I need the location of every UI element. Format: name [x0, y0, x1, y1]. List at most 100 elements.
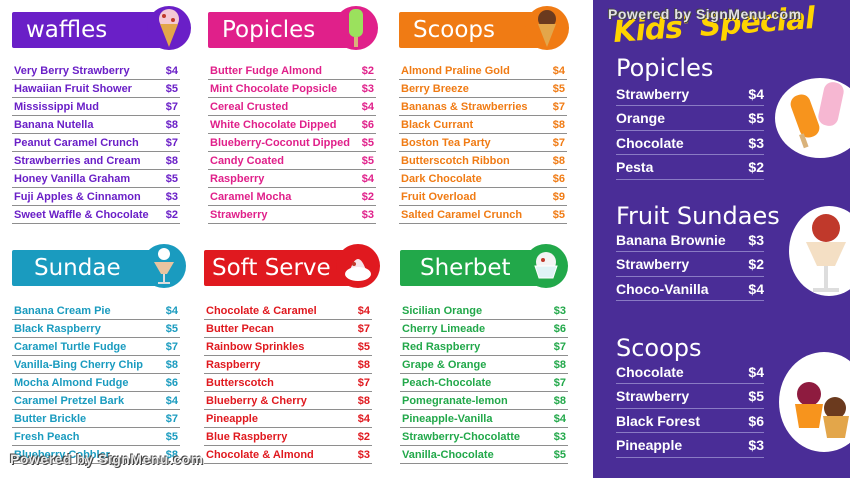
- menu-item-row: Salted Caramel Crunch $5: [399, 206, 567, 224]
- menu-item-row: White Chocolate Dipped $6: [208, 116, 376, 134]
- menu-item-name: Bananas & Strawberries: [401, 100, 528, 113]
- menu-item-price: $5: [165, 82, 178, 95]
- menu-item-name: Red Raspberry: [402, 340, 481, 353]
- kids-item-price: $3: [748, 134, 764, 151]
- menu-item-price: $4: [165, 394, 178, 407]
- kids-item-name: Strawberry: [616, 256, 690, 272]
- menu-item-name: White Chocolate Dipped: [210, 118, 337, 131]
- kids-item-price: $3: [748, 231, 764, 248]
- menu-item-name: Raspberry: [210, 172, 265, 185]
- powered-by-watermark: Powered by SignMenu.com: [608, 6, 802, 22]
- menu-item-row: Mint Chocolate Popsicle $3: [208, 80, 376, 98]
- menu-item-row: Strawberries and Cream $8: [12, 152, 180, 170]
- menu-item-price: $7: [165, 100, 178, 113]
- section-header: Scoops: [399, 12, 547, 48]
- menu-item-row: Very Berry Strawberry $4: [12, 62, 180, 80]
- item-list: Almond Praline Gold $4 Berry Breeze $5 Banan…: [399, 62, 567, 224]
- menu-item-name: Strawberry-Chocolatte: [402, 430, 520, 443]
- menu-item-price: $4: [165, 64, 178, 77]
- menu-item-row: Candy Coated $5: [208, 152, 376, 170]
- menu-item-price: $4: [552, 64, 565, 77]
- menu-item-row: Berry Breeze $5: [399, 80, 567, 98]
- kids-item-price: $5: [748, 388, 764, 404]
- item-list: Butter Fudge Almond $2 Mint Chocolate Pops…: [208, 62, 376, 224]
- menu-item-row: Caramel Pretzel Bark $4: [12, 392, 180, 410]
- menu-item-price: $5: [553, 448, 566, 461]
- menu-item-name: Banana Cream Pie: [14, 304, 111, 317]
- kids-item-name: Choco-Vanilla: [616, 280, 709, 297]
- menu-item-name: Almond Praline Gold: [401, 64, 510, 77]
- menu-item-name: Mint Chocolate Popsicle: [210, 82, 338, 95]
- menu-item-price: $7: [552, 100, 565, 113]
- kids-item-price: $4: [748, 280, 764, 297]
- kids-item-row: Strawberry $2: [616, 253, 764, 277]
- menu-item-name: Butter Pecan: [206, 322, 274, 335]
- kids-item-row: Orange $5: [616, 107, 764, 131]
- kids-popicles-title: Popicles: [616, 54, 714, 82]
- menu-item-price: $3: [553, 430, 566, 443]
- menu-item-name: Fuji Apples & Cinnamon: [14, 190, 141, 203]
- menu-item-row: Butter Brickle $7: [12, 410, 180, 428]
- menu-item-price: $7: [357, 376, 370, 389]
- menu-item-row: Pomegranate-lemon $8: [400, 392, 568, 410]
- menu-item-name: Raspberry: [206, 358, 261, 371]
- menu-item-row: Raspberry $4: [208, 170, 376, 188]
- menu-item-price: $5: [552, 82, 565, 95]
- ice-cream-cups-icon: [789, 378, 850, 453]
- menu-item-row: Butter Pecan $7: [204, 320, 372, 338]
- menu-item-name: Cherry Limeade: [402, 322, 486, 335]
- menu-item-row: Caramel Mocha $2: [208, 188, 376, 206]
- menu-item-name: Blueberry Cobbler: [14, 448, 110, 461]
- section-title: Sundae: [34, 255, 121, 281]
- item-list: Sicilian Orange $3 Cherry Limeade $6 Red Ras…: [400, 302, 568, 464]
- menu-item-name: Fruit Overload: [401, 190, 477, 203]
- menu-item-price: $6: [165, 376, 178, 389]
- menu-item-name: Butter Fudge Almond: [210, 64, 323, 77]
- menu-item-price: $5: [552, 208, 565, 221]
- menu-item-row: Blueberry-Coconut Dipped $5: [208, 134, 376, 152]
- menu-item-name: Sweet Waffle & Chocolate: [14, 208, 149, 221]
- menu-item-price: $4: [357, 304, 370, 317]
- kids-item-row: Choco-Vanilla $4: [616, 277, 764, 301]
- menu-item-name: Vanilla-Chocolate: [402, 448, 494, 461]
- menu-item-row: Fuji Apples & Cinnamon $3: [12, 188, 180, 206]
- popsicle-icon: [785, 76, 850, 161]
- kids-item-row: Banana Brownie $3: [616, 228, 764, 252]
- menu-item-row: Hawaiian Fruit Shower $5: [12, 80, 180, 98]
- menu-item-row: Boston Tea Party $7: [399, 134, 567, 152]
- menu-item-row: Chocolate & Caramel $4: [204, 302, 372, 320]
- section-title: Scoops: [413, 17, 495, 43]
- menu-item-row: Honey Vanilla Graham $5: [12, 170, 180, 188]
- menu-item-name: Black Currant: [401, 118, 474, 131]
- popsicle-icon: [334, 6, 378, 50]
- menu-item-name: Blueberry-Coconut Dipped: [210, 136, 350, 149]
- menu-item-row: Caramel Turtle Fudge $7: [12, 338, 180, 356]
- menu-item-name: Cereal Crusted: [210, 100, 289, 113]
- kids-item-row: Chocolate $3: [616, 131, 764, 155]
- section-header: Popicles: [208, 12, 356, 48]
- menu-item-row: Banana Cream Pie $4: [12, 302, 180, 320]
- menu-item-price: $8: [165, 448, 178, 461]
- section-header: Sundae: [12, 250, 162, 286]
- menu-item-name: Black Raspberry: [14, 322, 101, 335]
- menu-item-price: $5: [165, 430, 178, 443]
- menu-item-price: $2: [361, 190, 374, 203]
- menu-item-name: Grape & Orange: [402, 358, 487, 371]
- section-header: Sherbet: [400, 250, 548, 286]
- kids-item-price: $4: [748, 85, 764, 102]
- menu-item-price: $7: [165, 136, 178, 149]
- menu-item-row: Mocha Almond Fudge $6: [12, 374, 180, 392]
- menu-item-name: Candy Coated: [210, 154, 284, 167]
- menu-item-price: $8: [552, 154, 565, 167]
- sherbet-cup-icon: [524, 244, 568, 288]
- menu-item-price: $4: [357, 412, 370, 425]
- kids-item-price: $2: [748, 159, 764, 175]
- menu-item-price: $5: [361, 136, 374, 149]
- menu-item-row: Bananas & Strawberries $7: [399, 98, 567, 116]
- menu-item-name: Pineapple-Vanilla: [402, 412, 493, 425]
- soft-serve-icon: [336, 244, 380, 288]
- kids-item-name: Orange: [616, 110, 666, 126]
- menu-item-price: $8: [357, 358, 370, 371]
- menu-item-price: $8: [357, 394, 370, 407]
- menu-item-name: Rainbow Sprinkles: [206, 340, 305, 353]
